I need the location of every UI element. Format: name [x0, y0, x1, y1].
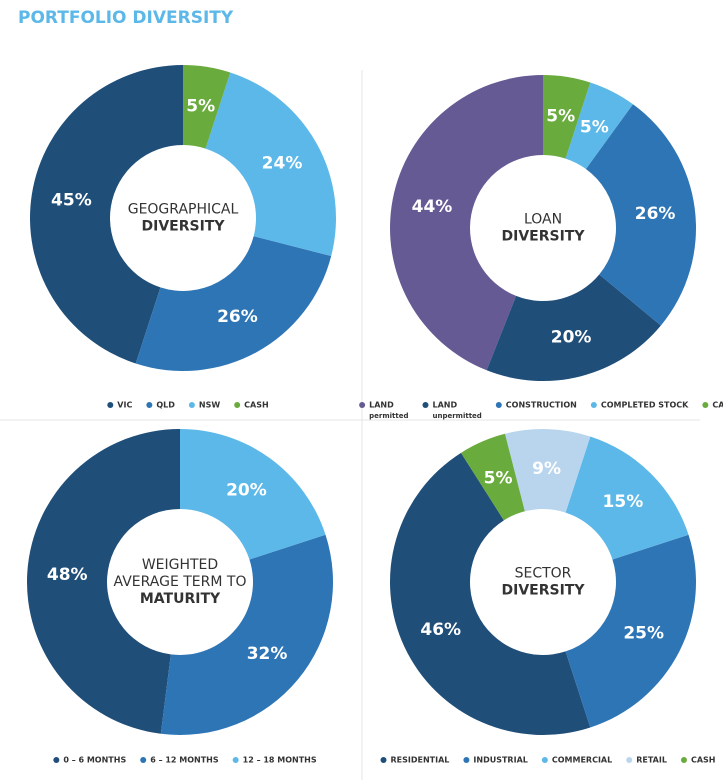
- legend-label: INDUSTRIAL: [473, 756, 527, 765]
- legend-dot: [541, 757, 548, 763]
- legend: 0 – 6 MONTHS 6 – 12 MONTHS 12 – 18 MONTHS: [53, 756, 317, 765]
- legend-label: 0 – 6 MONTHS: [63, 756, 126, 765]
- legend-label: CASH: [712, 401, 723, 410]
- data-label: 5%: [580, 117, 609, 137]
- legend: LAND permitted LAND unpermitted CONSTRUCTION…: [359, 401, 723, 420]
- legend-dot: [463, 757, 470, 763]
- center-label: DIVERSITY: [502, 229, 586, 245]
- legend-dot: [590, 402, 597, 408]
- legend-label: LAND: [369, 401, 394, 410]
- legend-dot: [53, 757, 60, 763]
- data-label: 32%: [247, 644, 288, 664]
- donut-segment: [180, 429, 326, 560]
- legend-dot: [702, 402, 709, 408]
- donut-segment: [183, 65, 231, 149]
- legend-label: COMMERCIAL: [552, 756, 612, 765]
- legend-label: CONSTRUCTION: [506, 401, 577, 410]
- legend-dot: [422, 402, 429, 408]
- legend-dot: [146, 402, 153, 408]
- legend-label: VIC: [117, 401, 132, 410]
- donut-segment: [585, 104, 697, 326]
- center-label: GEOGRAPHICAL: [128, 202, 239, 218]
- legend-dot: [359, 402, 366, 408]
- page-title: PORTFOLIO DIVERSITY: [18, 8, 234, 28]
- data-label: 24%: [262, 154, 303, 174]
- data-label: 26%: [635, 204, 676, 224]
- donut-segment: [30, 65, 184, 364]
- donut-segment: [565, 82, 633, 169]
- legend-dot: [188, 402, 195, 408]
- legend-label: RESIDENTIAL: [391, 756, 450, 765]
- data-label: 48%: [47, 565, 88, 585]
- data-label: 5%: [484, 468, 513, 488]
- data-label: 44%: [412, 197, 453, 217]
- donut-segment: [205, 72, 336, 257]
- data-label: 46%: [420, 620, 461, 640]
- donut-segment: [390, 452, 591, 735]
- legend-label: RETAIL: [636, 756, 667, 765]
- legend-dot: [626, 757, 633, 763]
- donut-segment: [504, 428, 591, 513]
- legend-label: QLD: [156, 401, 175, 410]
- legend-label: LAND: [432, 401, 457, 410]
- legend-label: COMPLETED STOCK: [601, 401, 689, 410]
- legend-label: CASH: [244, 401, 269, 410]
- legend-dot: [232, 757, 239, 763]
- data-label: 9%: [532, 459, 561, 479]
- legend-dot: [234, 402, 241, 408]
- data-label: 45%: [51, 190, 92, 210]
- data-label: 20%: [226, 481, 267, 501]
- center-label: SECTOR: [515, 566, 572, 582]
- donut-segment: [565, 436, 689, 560]
- data-label: 20%: [551, 327, 592, 347]
- legend-label: NSW: [199, 401, 220, 410]
- legend-dot: [680, 757, 687, 763]
- legend-dot: [107, 402, 114, 408]
- legend: VIC QLD NSW CASH: [107, 401, 269, 410]
- data-label: 5%: [546, 106, 575, 126]
- donut-segment: [565, 534, 696, 728]
- donut-segment: [486, 274, 661, 381]
- center-label: DIVERSITY: [502, 583, 586, 599]
- legend: RESIDENTIAL INDUSTRIAL COMMERCIAL RETAIL CAS…: [380, 756, 716, 765]
- legend-label: 6 – 12 MONTHS: [150, 756, 219, 765]
- center-label: AVERAGE TERM TO: [114, 574, 247, 590]
- center-label: WEIGHTED: [142, 557, 218, 573]
- legend-dot: [380, 757, 387, 763]
- donut-segment: [461, 433, 525, 521]
- legend-note: permitted: [369, 412, 408, 420]
- center-label: LOAN: [524, 212, 562, 228]
- data-label: 26%: [217, 307, 258, 327]
- center-label: MATURITY: [140, 591, 221, 607]
- legend-dot: [140, 757, 147, 763]
- data-label: 5%: [186, 96, 215, 116]
- center-label: DIVERSITY: [142, 219, 226, 235]
- legend-label: 12 – 18 MONTHS: [243, 756, 317, 765]
- legend-dot: [495, 402, 502, 408]
- donut-segment: [389, 75, 543, 371]
- legend-note: unpermitted: [432, 412, 481, 420]
- data-label: 15%: [603, 492, 644, 512]
- data-label: 25%: [623, 623, 664, 643]
- donut-segment: [160, 534, 334, 735]
- donut-segment: [543, 75, 591, 159]
- donut-segment: [26, 429, 180, 734]
- legend-label: CASH: [691, 756, 716, 765]
- donut-segment: [135, 236, 332, 371]
